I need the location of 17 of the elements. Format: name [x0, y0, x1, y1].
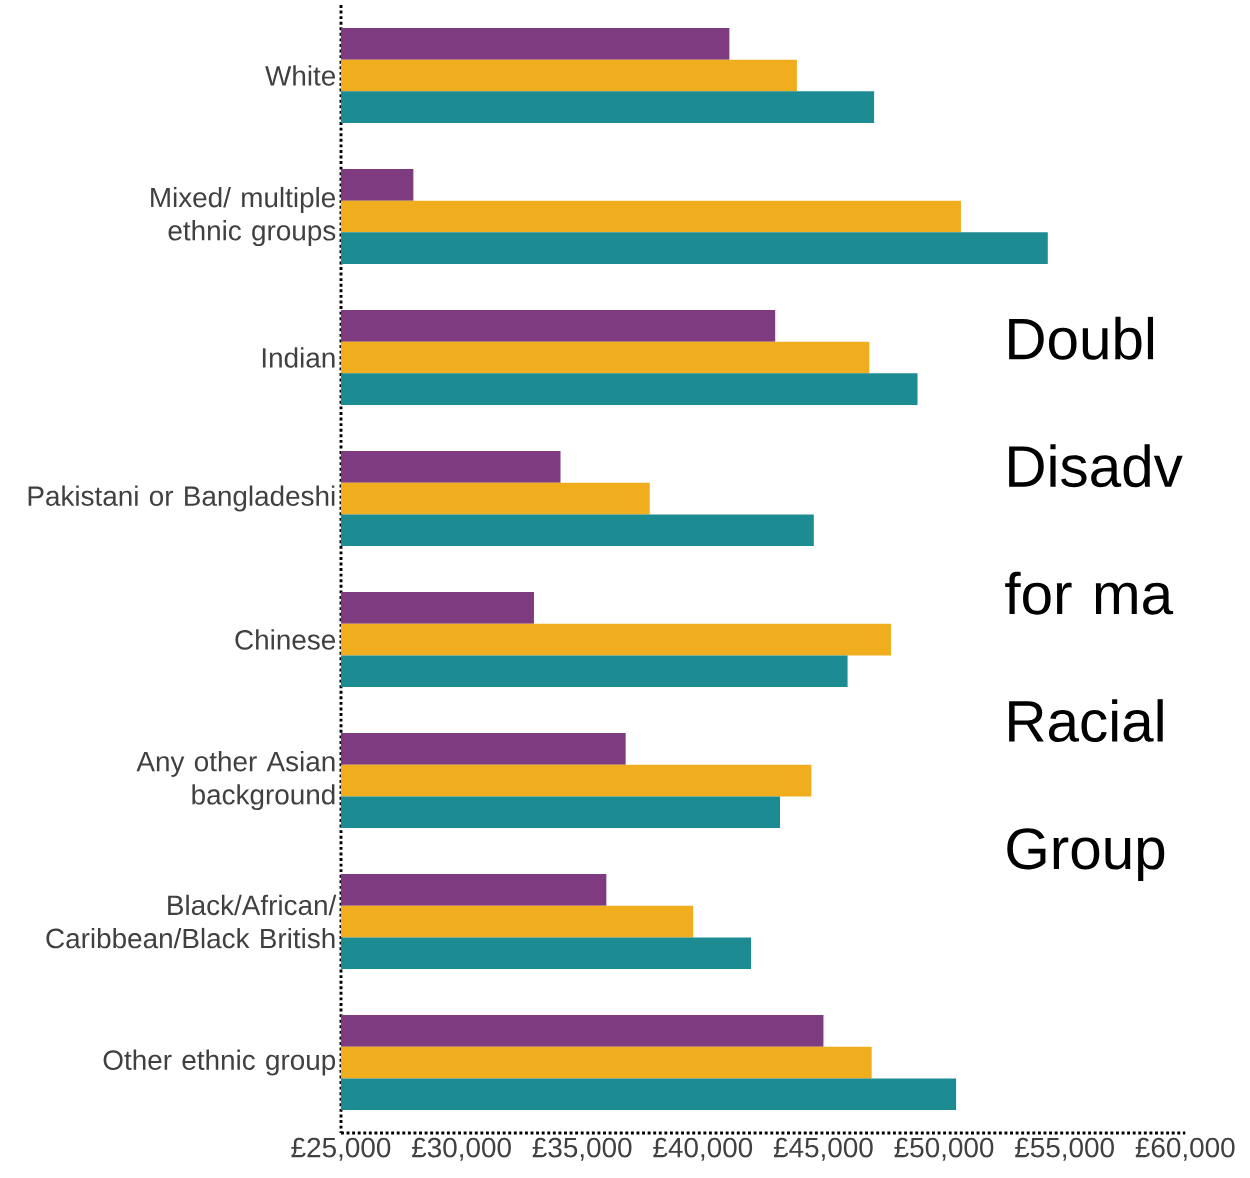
x-tick-label: £50,000: [894, 1137, 994, 1161]
y-tick-label: Any other Asian background: [136, 751, 335, 811]
y-tick-label: Pakistani or Bangladeshi: [28, 485, 335, 512]
x-tick-label: £40,000: [653, 1137, 753, 1161]
y-tick-label: Indian: [262, 347, 335, 368]
y-tick-label: Chinese: [235, 629, 336, 650]
y-tick-label: White: [265, 65, 336, 86]
x-tick-label: £25,000: [291, 1137, 391, 1161]
x-tick-label: £60,000: [1135, 1137, 1235, 1161]
x-tick-label: £35,000: [532, 1137, 632, 1161]
y-tick-label: Black/African/ Caribbean/Black British: [46, 894, 337, 949]
y-tick-label: Mixed/ multiple ethnic groups: [151, 187, 336, 247]
x-tick-label: £55,000: [1015, 1137, 1114, 1161]
y-tick-label: Other ethnic group: [103, 1049, 336, 1076]
x-tick-label: £30,000: [412, 1137, 511, 1161]
x-tick-label: £45,000: [773, 1137, 873, 1161]
text: Doubl Disadv for ma Racial Group: [1005, 316, 1183, 882]
